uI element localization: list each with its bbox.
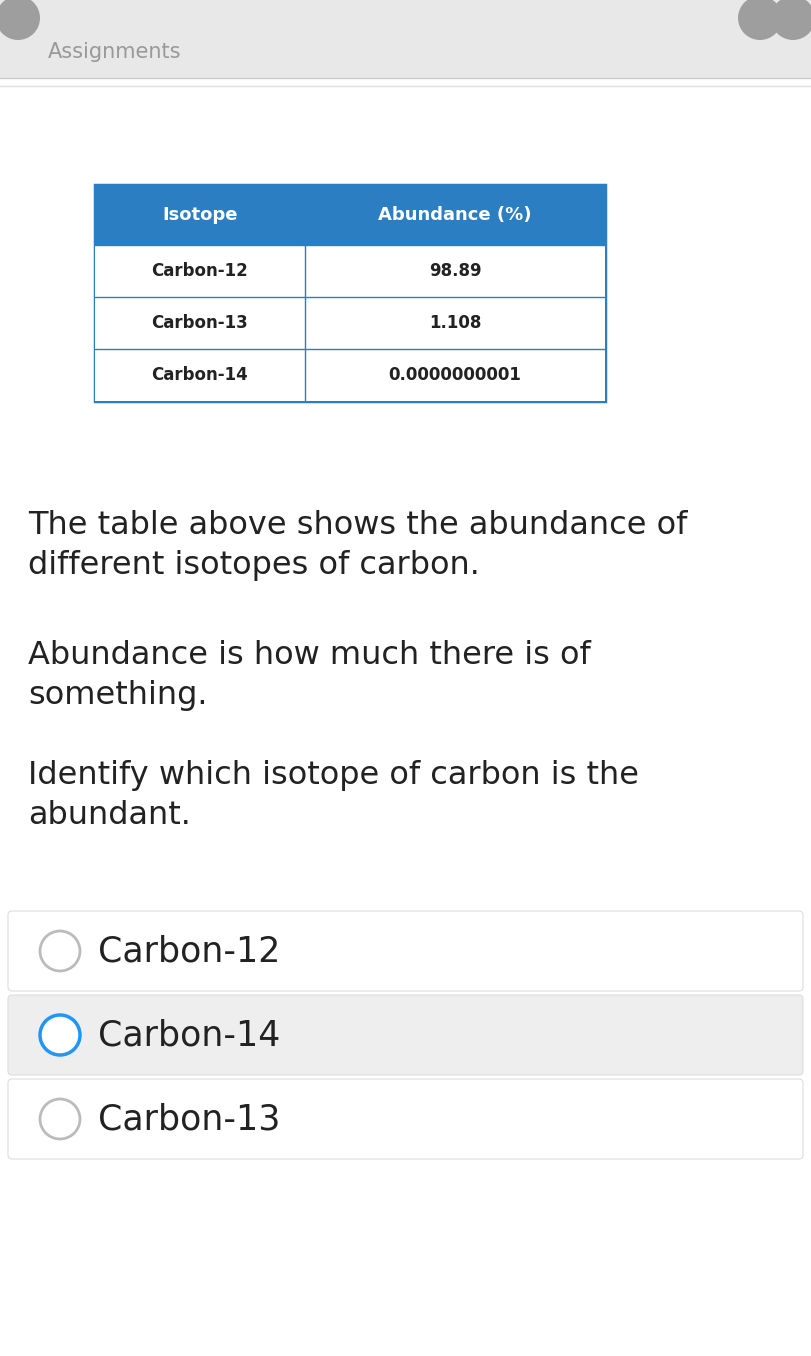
Bar [95, 297, 605, 348]
Text: 98.89: 98.89 [429, 262, 481, 279]
FancyBboxPatch shape [8, 911, 803, 991]
Circle shape [40, 932, 80, 971]
Text: Carbon-12: Carbon-12 [98, 934, 281, 968]
Text: something.: something. [28, 679, 208, 711]
Text: 0.0000000001: 0.0000000001 [388, 366, 521, 384]
Bar [95, 245, 605, 297]
Circle shape [40, 1098, 80, 1139]
Circle shape [0, 0, 40, 39]
Text: Isotope: Isotope [162, 206, 238, 224]
Bar [95, 184, 605, 401]
Text: 1.108: 1.108 [429, 315, 481, 332]
Text: Abundance (%): Abundance (%) [378, 206, 532, 224]
Text: abundant.: abundant. [28, 800, 191, 831]
Text: The table above shows the abundance of: The table above shows the abundance of [28, 510, 688, 541]
Circle shape [771, 0, 811, 39]
FancyBboxPatch shape [8, 1079, 803, 1159]
FancyBboxPatch shape [8, 995, 803, 1075]
Text: Carbon-14: Carbon-14 [98, 1018, 281, 1052]
Bar [95, 348, 605, 401]
Text: Carbon-12: Carbon-12 [152, 262, 248, 279]
Text: Carbon-13: Carbon-13 [98, 1102, 281, 1136]
Text: Identify which isotope of carbon is the: Identify which isotope of carbon is the [28, 759, 649, 791]
Circle shape [40, 1016, 80, 1055]
Text: Carbon-13: Carbon-13 [152, 315, 248, 332]
Text: Assignments: Assignments [48, 42, 182, 62]
Circle shape [738, 0, 782, 39]
Text: Carbon-14: Carbon-14 [152, 366, 248, 384]
Text: different isotopes of carbon.: different isotopes of carbon. [28, 551, 480, 580]
Bar [95, 184, 605, 245]
Text: Abundance is how much there is of: Abundance is how much there is of [28, 640, 590, 671]
Bar [0, 0, 811, 79]
